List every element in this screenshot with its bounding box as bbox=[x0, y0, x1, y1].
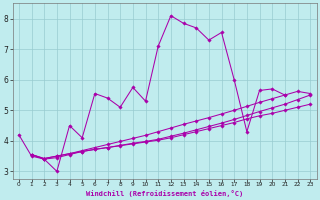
X-axis label: Windchill (Refroidissement éolien,°C): Windchill (Refroidissement éolien,°C) bbox=[86, 190, 243, 197]
